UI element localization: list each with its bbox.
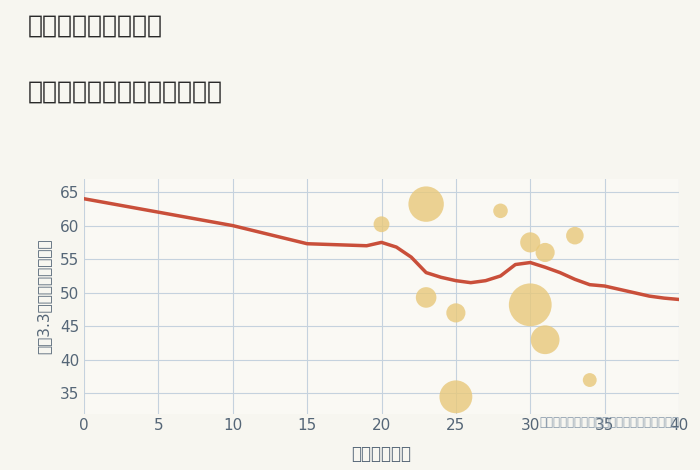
Point [421, 294, 432, 301]
Text: 円の大きさは、取引のあった物件面積を示す: 円の大きさは、取引のあった物件面積を示す [539, 416, 679, 429]
Point [495, 207, 506, 215]
Point [584, 376, 595, 384]
Point [569, 232, 580, 239]
Text: 奈良県奈良市宝来の: 奈良県奈良市宝来の [28, 14, 163, 38]
Point [525, 301, 536, 309]
Point [540, 336, 551, 344]
Text: 築年数別中古マンション価格: 築年数別中古マンション価格 [28, 80, 223, 104]
Point [421, 200, 432, 208]
Y-axis label: 坪（3.3㎡）単価（万円）: 坪（3.3㎡）単価（万円） [36, 238, 51, 354]
Point [540, 249, 551, 256]
Point [525, 239, 536, 246]
Point [450, 393, 461, 400]
Point [450, 309, 461, 317]
Point [376, 220, 387, 228]
X-axis label: 築年数（年）: 築年数（年） [351, 445, 412, 462]
